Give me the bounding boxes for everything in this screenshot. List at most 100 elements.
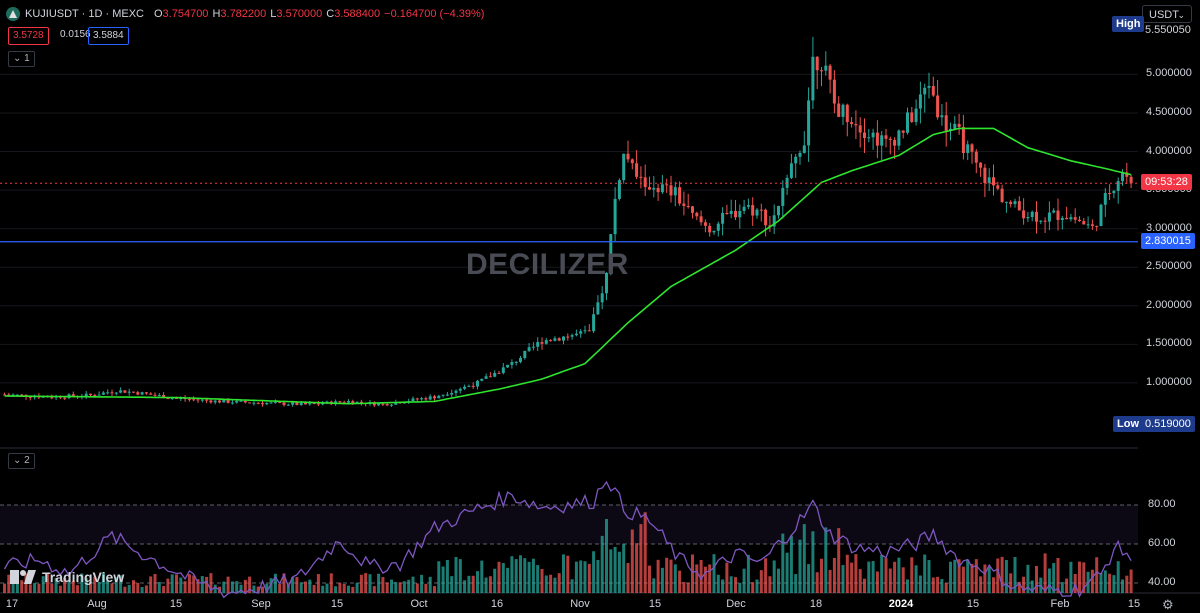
volume-bar <box>506 567 510 593</box>
buy-price-button[interactable]: 3.5884 <box>88 27 129 45</box>
volume-bar <box>136 582 140 593</box>
candle <box>385 404 389 406</box>
candle <box>961 127 965 154</box>
candle <box>506 364 510 368</box>
volume-bar <box>854 554 858 593</box>
volume-bar <box>1069 561 1073 593</box>
candle <box>910 112 914 122</box>
gear-icon[interactable]: ⚙ <box>1162 597 1174 612</box>
volume-bar <box>80 573 84 593</box>
candle <box>299 402 303 405</box>
open-key: O <box>153 8 163 20</box>
volume-bar <box>381 577 385 593</box>
candle <box>1009 201 1013 205</box>
volume-bar <box>252 585 256 593</box>
volume-bar <box>553 577 557 593</box>
time-axis-label: Feb <box>1050 598 1070 610</box>
low-tag-label: Low <box>1113 416 1143 432</box>
volume-bar <box>609 549 613 593</box>
volume-bar <box>734 577 737 593</box>
volume-bar <box>699 559 703 593</box>
volume-bar <box>953 559 957 593</box>
candle <box>93 395 97 397</box>
volume-bar <box>355 582 359 593</box>
candle <box>1043 220 1047 222</box>
volume-bar <box>304 581 307 593</box>
volume-bar <box>914 565 918 593</box>
candle <box>1000 188 1004 203</box>
candle <box>157 395 161 397</box>
candle <box>106 392 110 394</box>
pane1-collapse-button[interactable]: ⌄ 1 <box>8 51 35 67</box>
candle <box>1035 211 1038 222</box>
candle <box>381 403 385 405</box>
volume-bar <box>1047 568 1051 593</box>
time-axis-label: 18 <box>809 598 823 610</box>
time-axis-label: 15 <box>648 598 662 610</box>
countdown-tag: 09:53:28 <box>1141 174 1192 190</box>
candle <box>841 104 845 117</box>
time-axis-label: Nov <box>570 598 590 610</box>
low-tag-value: 0.519000 <box>1141 416 1195 432</box>
candle <box>377 403 381 406</box>
candle <box>643 177 647 188</box>
candle <box>605 272 608 294</box>
candle <box>781 187 785 206</box>
time-axis-label: Sep <box>251 598 271 610</box>
candle <box>84 393 88 397</box>
sell-price-button[interactable]: 3.5728 <box>8 27 49 45</box>
volume-bar <box>966 559 970 593</box>
volume-bar <box>480 560 484 593</box>
candle <box>273 402 277 404</box>
volume-bar <box>949 561 952 593</box>
candle <box>123 390 127 393</box>
candle <box>931 85 935 96</box>
volume-bar <box>420 574 424 593</box>
volume-bar <box>927 560 931 593</box>
candle <box>209 400 213 403</box>
candle <box>261 403 264 405</box>
candle <box>729 210 733 215</box>
candle <box>110 392 114 394</box>
volume-bar <box>987 566 991 593</box>
candle <box>923 87 927 95</box>
candle <box>811 56 815 101</box>
volume-bar <box>759 570 763 593</box>
candle <box>415 398 419 400</box>
rsi-band <box>0 505 1138 544</box>
volume-bar <box>175 574 178 593</box>
pane2-index: 2 <box>24 455 30 466</box>
candles <box>3 36 1133 408</box>
symbol-title[interactable]: KUJIUSDT · 1D · MEXC <box>25 8 144 20</box>
volume-bar <box>678 570 682 593</box>
candle <box>622 153 626 181</box>
candle <box>441 394 445 396</box>
candle <box>1078 219 1081 222</box>
candle <box>957 123 961 128</box>
pane2-collapse-button[interactable]: ⌄ 2 <box>8 453 35 469</box>
candle <box>222 399 226 403</box>
spread-value: 0.0156 <box>60 29 91 40</box>
volume-bar <box>820 558 823 593</box>
candle <box>1013 201 1017 205</box>
volume-bar <box>1056 557 1060 593</box>
currency-selector[interactable]: USDT ⌄ <box>1142 5 1192 23</box>
horizontal-line-tag: 2.830015 <box>1141 233 1195 249</box>
candle <box>480 378 484 381</box>
candle <box>630 159 634 164</box>
candle <box>248 402 252 404</box>
candle <box>725 212 729 215</box>
candle <box>897 130 901 146</box>
volume-bar <box>587 563 591 593</box>
volume-bar <box>1095 557 1099 593</box>
candle <box>230 402 234 404</box>
candle <box>28 396 32 398</box>
volume-bar <box>140 586 144 593</box>
low-key: L <box>270 8 277 20</box>
candle <box>1099 204 1103 227</box>
candle <box>845 104 849 123</box>
candle <box>660 184 664 193</box>
volume-bar <box>785 552 789 593</box>
volume-bar <box>445 560 449 593</box>
